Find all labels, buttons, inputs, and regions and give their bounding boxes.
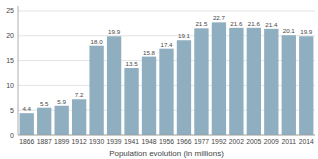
bar xyxy=(264,29,278,135)
data-label: 4.4 xyxy=(22,105,31,112)
x-tick-label: 1866 xyxy=(19,138,34,145)
bar xyxy=(37,108,51,135)
bar xyxy=(142,57,156,135)
x-tick-label: 2005 xyxy=(246,138,261,145)
bar xyxy=(194,28,208,135)
y-tick-label: 5 xyxy=(10,107,14,114)
grid-line xyxy=(18,10,315,11)
x-tick-label: 1941 xyxy=(124,138,139,145)
data-label: 18.0 xyxy=(91,38,104,45)
data-label: 20.1 xyxy=(283,27,296,34)
x-axis-label: Population evolution (in millions) xyxy=(109,149,224,158)
data-label: 7.2 xyxy=(75,91,84,98)
bars xyxy=(20,22,314,135)
grid-line xyxy=(18,135,315,136)
bar xyxy=(89,46,103,135)
data-label: 17.4 xyxy=(160,41,173,48)
data-label: 15.8 xyxy=(143,49,156,56)
x-tick-label: 1930 xyxy=(89,138,104,145)
data-label: 19.1 xyxy=(178,32,191,39)
bar xyxy=(247,28,261,135)
y-tick-label: 0 xyxy=(10,132,14,139)
data-label: 21.5 xyxy=(195,20,208,27)
chart: 0 5 10 15 20 25 4.4 5.5 5.9 7.2 18.0 19.9 13.5 15.8 17… xyxy=(0,0,318,159)
bar xyxy=(212,22,226,135)
x-tick-label: 2002 xyxy=(229,138,244,145)
x-tick-label: 1939 xyxy=(107,138,122,145)
data-label: 21.6 xyxy=(248,20,261,27)
y-tick-label: 25 xyxy=(6,7,14,14)
data-label: 19.9 xyxy=(300,28,313,35)
bar xyxy=(20,113,34,135)
y-tick-label: 20 xyxy=(6,32,14,39)
bar xyxy=(124,68,138,135)
x-axis-line xyxy=(18,135,315,136)
bar xyxy=(299,36,313,135)
bar xyxy=(177,40,191,135)
x-tick-label: 1899 xyxy=(54,138,69,145)
data-label: 19.9 xyxy=(108,28,121,35)
y-axis-line xyxy=(18,6,19,135)
bar xyxy=(107,36,121,135)
bar xyxy=(159,49,173,135)
x-tick-label: 1912 xyxy=(72,138,87,145)
bar xyxy=(282,35,296,135)
x-tick-label: 1887 xyxy=(37,138,52,145)
data-label: 5.9 xyxy=(57,98,66,105)
y-tick-label: 10 xyxy=(6,82,14,89)
x-tick-label: 2009 xyxy=(264,138,279,145)
bar xyxy=(72,99,86,135)
x-tick-label: 1992 xyxy=(211,138,226,145)
bar xyxy=(229,28,243,135)
data-label: 22.7 xyxy=(213,14,226,21)
y-tick-label: 15 xyxy=(6,57,14,64)
data-label: 21.4 xyxy=(265,21,278,28)
data-label: 21.6 xyxy=(230,20,243,27)
x-tick-label: 1977 xyxy=(194,138,209,145)
data-label: 13.5 xyxy=(126,60,139,67)
x-tick-label: 1966 xyxy=(176,138,191,145)
x-tick-label: 1948 xyxy=(141,138,156,145)
x-tick-label: 1956 xyxy=(159,138,174,145)
bar xyxy=(55,106,69,135)
x-tick-label: 2014 xyxy=(299,138,314,145)
grid xyxy=(18,11,315,135)
x-tick-label: 2011 xyxy=(281,138,296,145)
data-label: 5.5 xyxy=(40,100,49,107)
